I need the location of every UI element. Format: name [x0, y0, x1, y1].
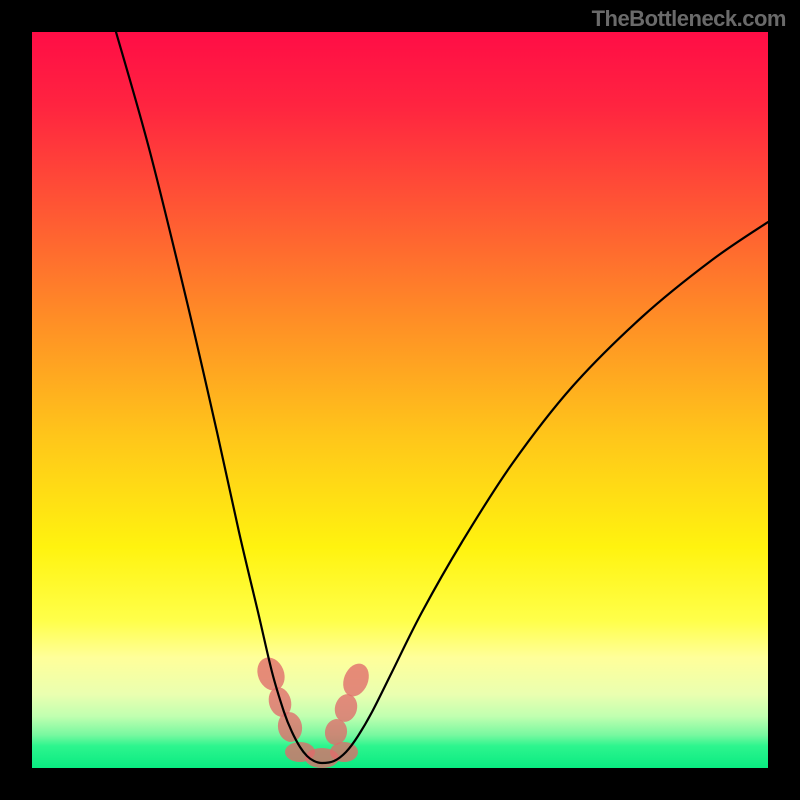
plot-area [32, 32, 768, 768]
watermark-text: TheBottleneck.com [592, 6, 786, 32]
chart-outer-frame: TheBottleneck.com [0, 0, 800, 800]
marker-blob [330, 742, 358, 762]
chart-svg [32, 32, 768, 768]
